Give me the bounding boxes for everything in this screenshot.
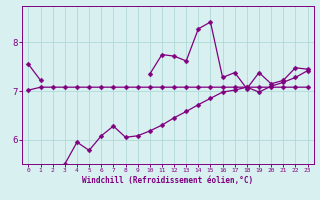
X-axis label: Windchill (Refroidissement éolien,°C): Windchill (Refroidissement éolien,°C) [83, 176, 253, 185]
